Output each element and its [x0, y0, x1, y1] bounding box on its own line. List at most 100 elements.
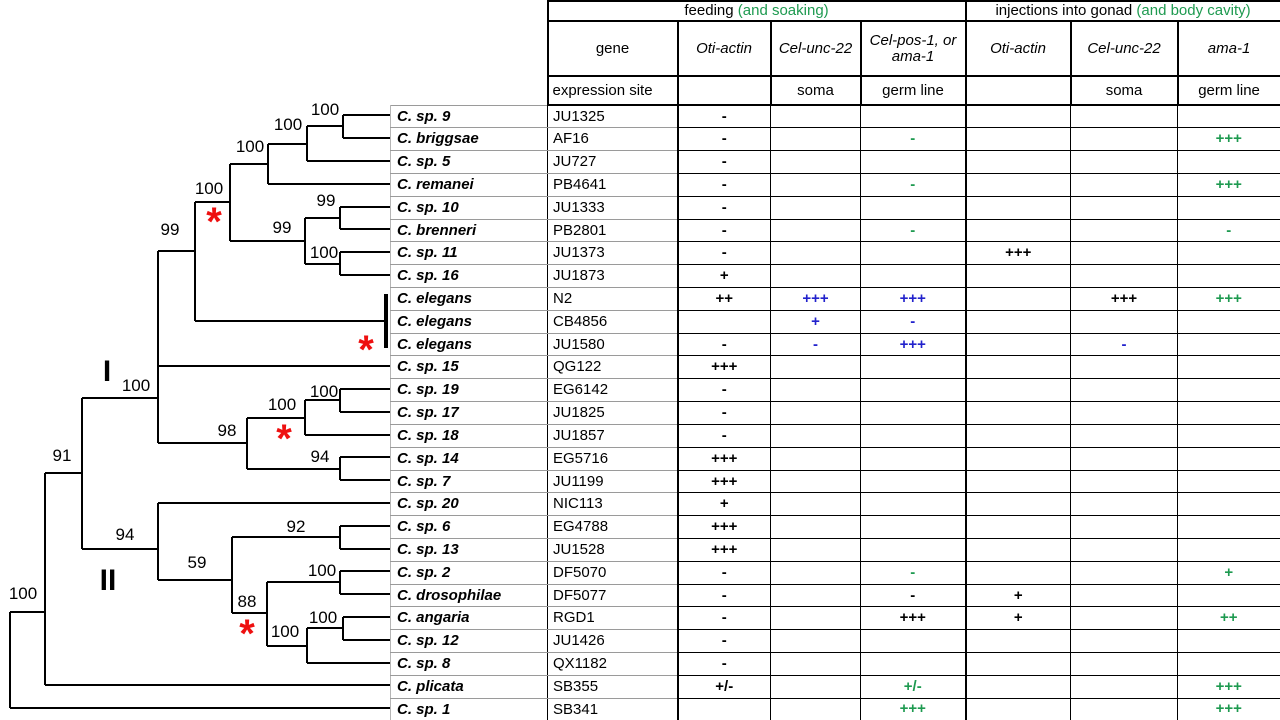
result-cell — [1177, 423, 1280, 448]
result-cell — [770, 378, 861, 403]
bootstrap-value: 59 — [188, 553, 207, 572]
species-cell: C. sp. 6 — [390, 515, 548, 539]
species-cell: C. sp. 14 — [390, 446, 548, 471]
result-cell: +++ — [770, 287, 861, 311]
result-cell — [859, 652, 967, 676]
result-cell — [770, 629, 861, 653]
strain-cell: JU727 — [547, 150, 679, 174]
site-cell — [964, 75, 1072, 106]
result-cell: - — [1177, 218, 1280, 243]
result-cell — [965, 560, 1072, 585]
result-cell — [770, 195, 861, 220]
species-cell: C. sp. 2 — [390, 560, 548, 585]
result-cell — [1070, 378, 1179, 403]
result-cell — [859, 446, 967, 471]
result-cell — [770, 446, 861, 471]
result-cell — [965, 401, 1072, 425]
bootstrap-value: 100 — [268, 395, 296, 414]
result-cell — [1177, 332, 1280, 357]
result-cell — [859, 469, 967, 494]
result-cell: +++ — [1177, 127, 1280, 152]
table-row: C. plicata SB355 +/- +/- +++ — [390, 674, 1280, 699]
result-cell: +++ — [677, 446, 771, 471]
result-cell — [859, 150, 967, 174]
result-cell — [770, 150, 861, 174]
site-cell-soma: soma — [769, 75, 862, 106]
result-cell: +++ — [859, 606, 967, 631]
result-cell: +++ — [1177, 172, 1280, 197]
result-cell — [770, 537, 861, 562]
result-cell — [770, 401, 861, 425]
result-cell: - — [677, 241, 771, 266]
result-cell: - — [859, 127, 967, 152]
table-row: C. sp. 12 JU1426- — [390, 629, 1280, 653]
result-cell: + — [965, 583, 1072, 608]
bootstrap-value: 100 — [310, 243, 338, 262]
species-cell: C. sp. 17 — [390, 401, 548, 425]
body-cavity-label: (and body cavity) — [1136, 2, 1251, 20]
table-row: C. sp. 14 EG5716 +++ — [390, 446, 1280, 471]
bootstrap-value: 94 — [311, 447, 330, 466]
result-cell — [965, 423, 1072, 448]
strain-cell: SB341 — [547, 697, 679, 720]
result-cell — [1070, 469, 1179, 494]
result-cell: - — [859, 583, 967, 608]
site-cell-soma: soma — [1069, 75, 1179, 106]
bootstrap-value: 92 — [287, 517, 306, 536]
results-tbody: C. sp. 9 JU1325- C. briggsae AF16- - +++ C. sp… — [390, 104, 1280, 720]
result-cell: - — [677, 560, 771, 585]
result-cell — [859, 378, 967, 403]
strain-cell: DF5070 — [547, 560, 679, 585]
result-cell — [1177, 629, 1280, 653]
site-cell-germline: germ line — [1176, 75, 1280, 106]
bootstrap-value: 100 — [308, 561, 336, 580]
species-cell: C. sp. 11 — [390, 241, 548, 266]
result-cell — [1070, 401, 1179, 425]
clade-label-ii: II — [100, 564, 117, 597]
result-cell — [770, 104, 861, 129]
result-cell — [859, 195, 967, 220]
result-cell — [859, 241, 967, 266]
result-cell — [965, 172, 1072, 197]
bootstrap-value: 100 — [195, 179, 223, 198]
table-row: C. sp. 16 JU1873 + — [390, 264, 1280, 288]
result-cell — [770, 560, 861, 585]
strain-cell: JU1580 — [547, 332, 679, 357]
feeding-section-header: feeding (and soaking) — [546, 0, 967, 22]
result-cell — [1070, 560, 1179, 585]
result-cell: +++ — [1177, 674, 1280, 699]
result-cell — [859, 423, 967, 448]
result-cell — [770, 652, 861, 676]
result-cell — [1070, 218, 1179, 243]
bootstrap-value: 100 — [122, 376, 150, 395]
strain-cell: NIC113 — [547, 492, 679, 517]
species-cell: C. briggsae — [390, 127, 548, 152]
species-cell: C. sp. 7 — [390, 469, 548, 494]
result-cell — [965, 355, 1072, 380]
red-asterisk-marker: * — [206, 200, 222, 244]
species-cell: C. elegans — [390, 332, 548, 357]
expression-site-row: expression site soma germ line soma germ… — [390, 75, 1280, 106]
feeding-cel-unc-22-header: Cel-unc-22 — [769, 20, 862, 77]
injection-oti-actin-header: Oti-actin — [964, 20, 1072, 77]
table-row: C. sp. 18 JU1857- — [390, 423, 1280, 448]
strain-cell: EG5716 — [547, 446, 679, 471]
gene-header-row: gene Oti-actin Cel-unc-22 Cel-pos-1, or … — [390, 20, 1280, 77]
result-cell — [1070, 446, 1179, 471]
bootstrap-value: 100 — [311, 100, 339, 119]
strain-cell: JU1325 — [547, 104, 679, 129]
result-cell — [965, 515, 1072, 539]
species-cell: C. sp. 16 — [390, 264, 548, 288]
result-cell — [1177, 401, 1280, 425]
result-cell — [770, 423, 861, 448]
strain-cell: QG122 — [547, 355, 679, 380]
strain-cell: DF5077 — [547, 583, 679, 608]
result-cell: - — [677, 583, 771, 608]
result-cell — [770, 583, 861, 608]
tree-spacer — [390, 21, 548, 76]
result-cell — [1070, 629, 1179, 653]
result-cell — [965, 287, 1072, 311]
bootstrap-value: 100 — [271, 622, 299, 641]
result-cell — [1070, 492, 1179, 517]
